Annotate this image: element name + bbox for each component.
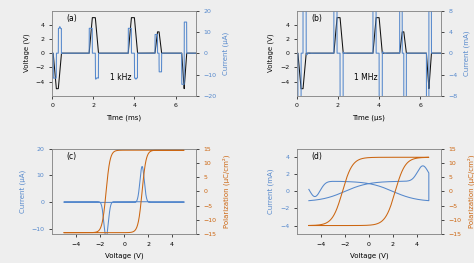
Y-axis label: Polarization (μC/cm²): Polarization (μC/cm²) [222, 155, 230, 228]
X-axis label: Time (μs): Time (μs) [352, 114, 385, 120]
Y-axis label: Polarization (μC/cm²): Polarization (μC/cm²) [467, 155, 474, 228]
Text: (c): (c) [66, 152, 77, 161]
X-axis label: Voltage (V): Voltage (V) [349, 252, 388, 259]
Y-axis label: Voltage (V): Voltage (V) [268, 34, 274, 73]
Y-axis label: Current (μA): Current (μA) [222, 32, 229, 75]
Y-axis label: Current (μA): Current (μA) [19, 170, 26, 213]
Text: 1 kHz: 1 kHz [109, 73, 131, 83]
Text: 1 MHz: 1 MHz [355, 73, 378, 83]
X-axis label: Voltage (V): Voltage (V) [105, 252, 144, 259]
Text: (d): (d) [311, 152, 322, 161]
Y-axis label: Voltage (V): Voltage (V) [23, 34, 30, 73]
Text: (a): (a) [66, 14, 77, 23]
Y-axis label: Current (mA): Current (mA) [268, 169, 274, 214]
X-axis label: Time (ms): Time (ms) [107, 114, 142, 120]
Y-axis label: Current (mA): Current (mA) [463, 31, 470, 76]
Text: (b): (b) [311, 14, 322, 23]
